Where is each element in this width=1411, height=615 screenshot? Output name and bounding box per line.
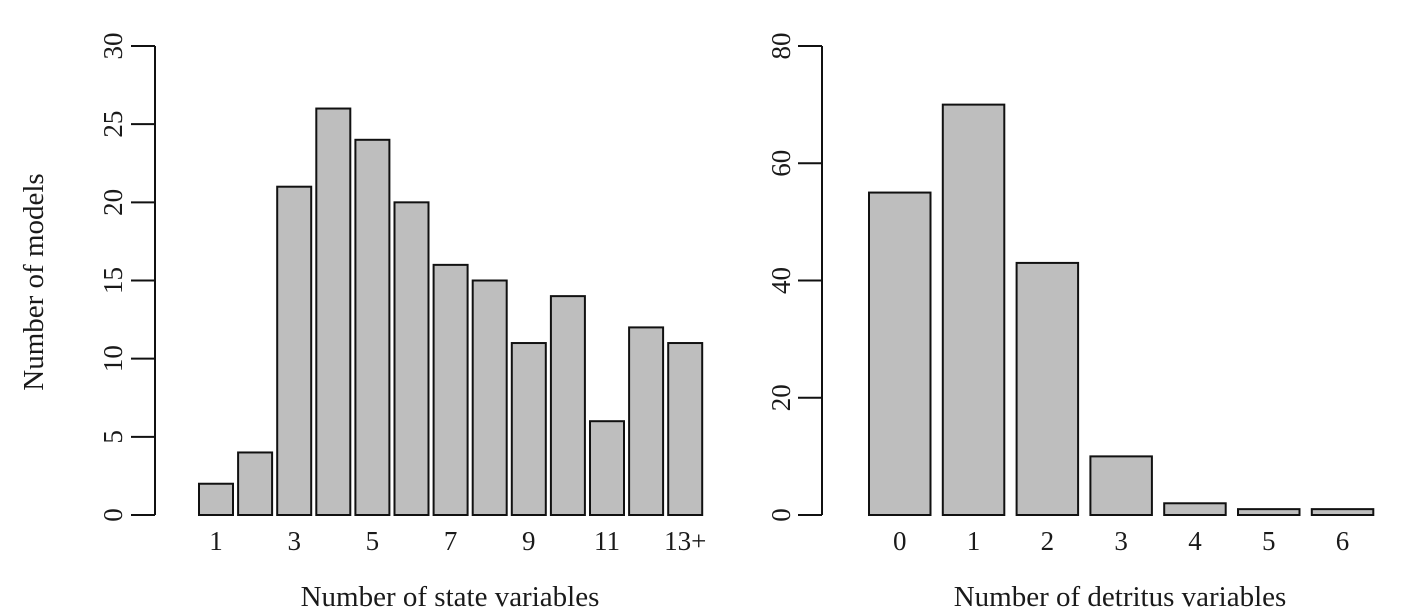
- left-x-tick-label: 1: [209, 526, 223, 556]
- right-bar-0: [868, 191, 932, 516]
- right-y-tick-label: 80: [766, 33, 796, 60]
- left-y-tick-label: 5: [98, 430, 128, 444]
- left-bar-7: [432, 263, 469, 516]
- left-bar-8: [471, 279, 508, 516]
- left-x-tick-label: 3: [287, 526, 301, 556]
- right-x-tick-label: 0: [893, 526, 907, 556]
- left-bar-13+: [667, 342, 704, 516]
- right-y-tick-label: 0: [766, 508, 796, 522]
- right-bar-3: [1089, 455, 1153, 516]
- left-axes: 0 5 10 15 20 25 30 1 3 5 7 9 11 13+: [98, 33, 706, 557]
- left-bar-11: [589, 420, 625, 517]
- left-y-tick-label: 15: [98, 267, 128, 294]
- left-y-tick-label: 30: [98, 33, 128, 60]
- left-x-tick-label: 7: [444, 526, 458, 556]
- right-y-tick-label: 20: [766, 384, 796, 411]
- left-bar-2: [237, 451, 274, 517]
- left-bar-9: [510, 342, 547, 516]
- left-bar-5: [354, 138, 391, 517]
- left-x-tick-label: 11: [594, 526, 620, 556]
- left-y-tick-label: 20: [98, 189, 128, 216]
- right-chart: 0 20 40 60 80 0 1 2 3 4 5 6 Number of detritus vari…: [766, 33, 1375, 613]
- right-x-axis-title: Number of detritus variables: [954, 581, 1287, 613]
- left-y-axis-title: Number of models: [18, 173, 50, 390]
- right-x-tick-label: 1: [967, 526, 981, 556]
- right-bar-6: [1310, 508, 1375, 517]
- left-bar-12: [628, 326, 665, 516]
- left-x-tick-label: 5: [366, 526, 380, 556]
- left-bar-10: [549, 295, 586, 516]
- right-axes: 0 20 40 60 80 0 1 2 3 4 5 6: [766, 33, 1349, 557]
- right-bar-5: [1237, 508, 1301, 517]
- right-x-tick-label: 3: [1114, 526, 1128, 556]
- right-y-tick-label: 40: [766, 267, 796, 294]
- left-y-tick-label: 0: [98, 508, 128, 522]
- right-x-tick-label: 5: [1262, 526, 1276, 556]
- right-x-tick-label: 6: [1336, 526, 1350, 556]
- right-bar-1: [941, 103, 1006, 516]
- right-bars: [868, 103, 1375, 517]
- left-x-tick-label: 13+: [664, 526, 706, 556]
- right-x-tick-label: 4: [1188, 526, 1202, 556]
- left-bar-6: [393, 201, 430, 516]
- left-y-tick-label: 10: [98, 345, 128, 372]
- left-x-tick-label: 9: [522, 526, 536, 556]
- left-bars: [198, 107, 704, 517]
- left-bar-3: [276, 185, 313, 516]
- right-bar-2: [1015, 261, 1080, 516]
- left-bar-4: [315, 107, 352, 517]
- left-x-axis-title: Number of state variables: [301, 581, 600, 613]
- right-y-tick-label: 60: [766, 150, 796, 177]
- right-x-tick-label: 2: [1041, 526, 1055, 556]
- right-bar-4: [1163, 502, 1227, 516]
- left-bar-1: [198, 482, 234, 517]
- left-chart: 0 5 10 15 20 25 30 1 3 5 7 9 11 13+ Number of state v…: [18, 33, 706, 614]
- left-y-tick-label: 25: [98, 111, 128, 138]
